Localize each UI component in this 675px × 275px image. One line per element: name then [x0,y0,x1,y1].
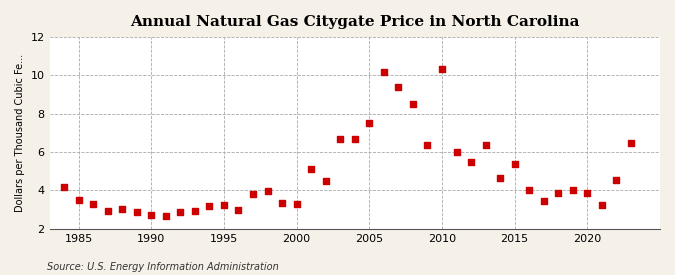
Point [509,162,520,167]
Point [480,143,491,147]
Point [132,210,142,214]
Point [117,207,128,212]
Point [393,85,404,89]
Point [422,143,433,147]
Point [291,202,302,206]
Point [204,204,215,208]
Point [190,209,200,214]
Text: Source: U.S. Energy Information Administration: Source: U.S. Energy Information Administ… [47,262,279,271]
Point [451,150,462,154]
Point [379,69,389,74]
Title: Annual Natural Gas Citygate Price in North Carolina: Annual Natural Gas Citygate Price in Nor… [130,15,580,29]
Point [59,184,70,189]
Point [321,178,331,183]
Point [539,199,549,203]
Point [146,213,157,218]
Point [306,167,317,172]
Point [466,160,477,164]
Point [262,189,273,194]
Point [495,176,506,180]
Point [568,188,578,192]
Point [408,102,418,106]
Point [175,210,186,214]
Point [233,208,244,213]
Point [335,136,346,141]
Point [103,209,113,214]
Y-axis label: Dollars per Thousand Cubic Fe...: Dollars per Thousand Cubic Fe... [15,54,25,212]
Point [524,188,535,192]
Point [582,191,593,196]
Point [597,202,608,207]
Point [626,141,637,145]
Point [364,121,375,125]
Point [350,136,360,141]
Point [437,67,448,71]
Point [553,191,564,196]
Point [219,202,230,207]
Point [88,202,99,206]
Point [248,192,259,196]
Point [161,214,171,218]
Point [73,198,84,202]
Point [611,178,622,182]
Point [277,200,288,205]
